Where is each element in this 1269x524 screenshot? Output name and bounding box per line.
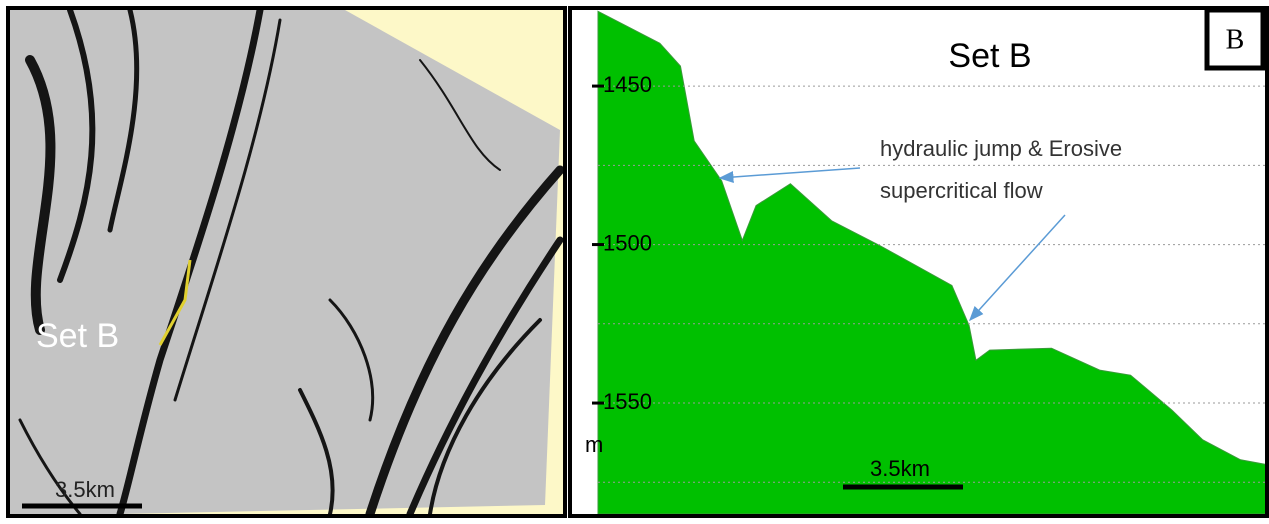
seismic-panel — [10, 10, 563, 514]
panel-frame — [6, 6, 567, 518]
panel-badge-label: B — [1226, 24, 1245, 55]
plot-area — [572, 10, 1265, 514]
panel-label: Set B — [36, 317, 119, 355]
y-axis-label: m — [585, 432, 603, 457]
profile-area — [597, 10, 1265, 514]
y-tick-label: 1550 — [603, 389, 652, 414]
y-tick-label: 1450 — [603, 72, 652, 97]
arrow — [718, 167, 861, 184]
scale-label: 3.5km — [55, 477, 115, 502]
panel-badge — [1204, 7, 1266, 71]
y-tick-label: 1500 — [603, 230, 652, 255]
annotation: hydraulic jump & Erosive — [880, 136, 1122, 161]
arrow — [968, 214, 1066, 322]
scale-label: 3.5km — [870, 456, 930, 481]
annotation: supercritical flow — [880, 178, 1043, 203]
chart-title: Set B — [948, 37, 1031, 75]
panel-frame — [568, 6, 1269, 518]
